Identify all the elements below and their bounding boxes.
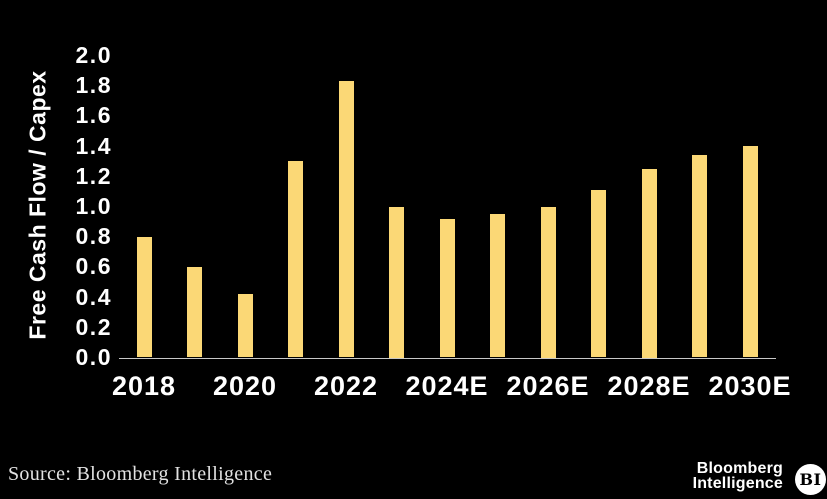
bar-2024E	[439, 218, 455, 358]
y-tick-label-0.8: 0.8	[75, 223, 112, 250]
x-tick-label-2026E: 2026E	[506, 371, 590, 401]
bar-2029E	[692, 155, 707, 358]
bar-2022	[338, 81, 354, 358]
y-tick-label-0.6: 0.6	[75, 253, 112, 280]
bar-2019	[187, 266, 202, 358]
source-text: Source: Bloomberg Intelligence	[8, 463, 273, 485]
y-tick-label-0.4: 0.4	[75, 283, 112, 310]
y-tick-label-1.6: 1.6	[75, 102, 112, 129]
x-tick-label-2022: 2022	[313, 371, 379, 401]
bar-2020	[237, 294, 253, 358]
x-tick-label-2024E: 2024E	[405, 371, 489, 401]
bar-2021	[288, 161, 303, 358]
logo-line-bloomberg: Bloomberg	[696, 460, 783, 477]
y-tick-label-0.0: 0.0	[75, 344, 112, 370]
bar-2025E	[490, 214, 505, 358]
bar-2030E	[742, 146, 758, 358]
bar-2028E	[641, 168, 657, 358]
x-tick-label-2020: 2020	[212, 371, 278, 401]
x-tick-label-2018: 2018	[111, 371, 177, 401]
y-tick-label-1.0: 1.0	[75, 193, 112, 219]
bar-2023	[389, 206, 404, 358]
logo-line-intelligence: Intelligence	[692, 475, 783, 492]
y-tick-label-1.2: 1.2	[75, 162, 112, 189]
x-tick-label-2030E: 2030E	[708, 371, 792, 401]
y-tick-label-0.2: 0.2	[75, 313, 112, 340]
x-axis-line	[119, 357, 776, 359]
bloomberg-intelligence-logo: Bloomberg Intelligence	[692, 460, 783, 492]
x-tick-label-2028E: 2028E	[607, 371, 691, 401]
y-tick-label-1.4: 1.4	[75, 132, 112, 159]
bar-2027E	[591, 189, 606, 358]
bar-2018	[136, 236, 152, 358]
bar-2026E	[540, 206, 556, 358]
bi-logo-icon: BI	[795, 464, 826, 495]
y-tick-label-1.8: 1.8	[75, 72, 112, 99]
y-tick-label-2.0: 2.0	[75, 42, 112, 68]
